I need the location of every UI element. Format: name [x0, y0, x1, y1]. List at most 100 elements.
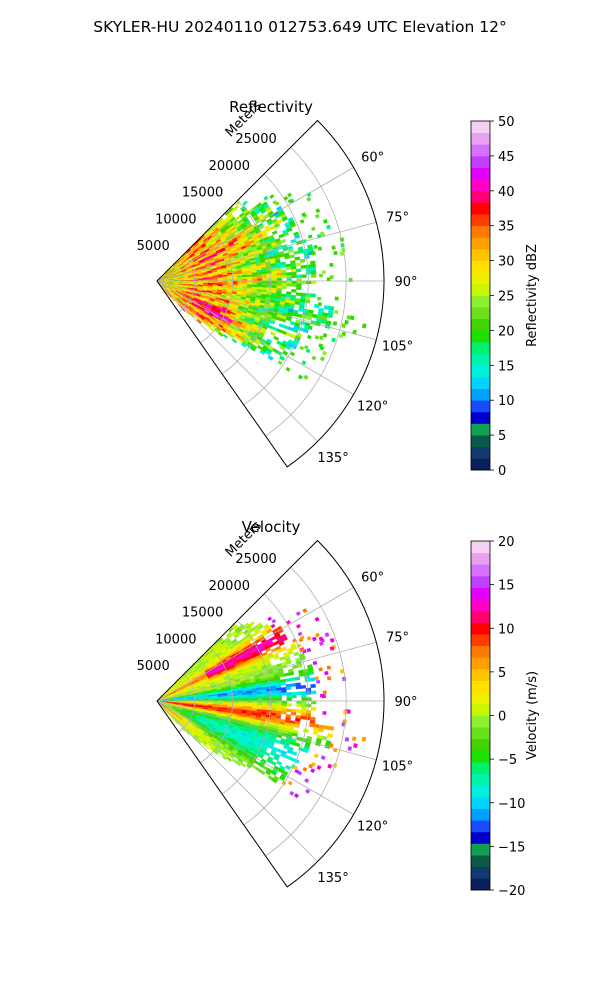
radar-speckle — [342, 676, 347, 682]
radar-speckle — [311, 636, 317, 642]
radar-speckle — [277, 360, 283, 365]
radar-cell — [301, 703, 307, 708]
radar-cell — [310, 707, 317, 711]
radar-speckle — [326, 676, 332, 681]
radar-cell — [310, 267, 317, 272]
radial-tick-label: 25000 — [235, 552, 276, 567]
theta-tick-label: 60° — [361, 571, 384, 586]
radar-speckle — [302, 766, 308, 772]
radar-speckle — [339, 251, 345, 256]
panel-title: Velocity — [242, 518, 301, 536]
colorbar-tick-label: 25 — [498, 290, 515, 305]
radar-cell — [305, 690, 312, 695]
radar-cell — [269, 331, 276, 337]
colorbar-segment — [471, 318, 490, 331]
radar-cell — [271, 273, 277, 277]
radar-cell — [278, 355, 286, 362]
colorbar-segment — [471, 458, 490, 471]
radar-cell — [281, 703, 287, 707]
radar-cell — [276, 695, 282, 699]
colorbar-segment — [471, 167, 490, 180]
colorbar-tick-label: 50 — [498, 115, 515, 130]
radar-cell — [293, 250, 300, 255]
radar-cell — [301, 706, 307, 711]
colorbar-segment — [471, 446, 490, 459]
radar-speckle — [302, 608, 308, 614]
colorbar-segment — [471, 260, 490, 273]
radar-speckle — [315, 679, 321, 684]
radar-speckle — [343, 710, 348, 715]
radar-speckle — [306, 647, 312, 653]
radar-cell — [282, 231, 289, 237]
theta-tick-label: 120° — [357, 820, 388, 835]
radar-cell — [261, 278, 268, 281]
colorbar-segment — [471, 634, 490, 647]
radar-cell — [311, 273, 317, 278]
radar-cell — [251, 694, 258, 697]
radar-cell — [222, 333, 229, 339]
radar-cell — [266, 275, 273, 279]
radar-speckle — [321, 270, 326, 274]
colorbar-segment — [471, 330, 490, 343]
radar-speckle — [287, 780, 293, 786]
colorbar-segment — [471, 342, 490, 355]
theta-tick-label: 105° — [382, 339, 413, 354]
radar-speckle — [334, 296, 339, 301]
theta-tick-label: 75° — [386, 631, 409, 646]
radar-cell — [286, 227, 293, 233]
radar-cell — [296, 703, 302, 707]
radar-cell — [247, 696, 253, 700]
radar-cell — [242, 696, 248, 700]
radar-cell — [323, 305, 330, 310]
radar-cell — [252, 282, 258, 286]
radar-speckle — [331, 245, 336, 250]
radar-cell — [271, 703, 278, 706]
radar-cell — [251, 274, 258, 277]
radar-cell — [301, 274, 307, 278]
colorbar-segment — [471, 831, 490, 844]
radar-cell — [249, 621, 255, 627]
radar-cell — [305, 270, 312, 275]
radar-speckle — [285, 366, 291, 372]
radar-cell — [276, 692, 282, 696]
colorbar-tick-label: 35 — [498, 220, 515, 235]
radar-cell — [247, 276, 253, 280]
radar-cell — [271, 283, 278, 286]
colorbar-tick-label: 10 — [498, 622, 515, 637]
radar-speckle — [327, 763, 333, 769]
colorbar-segment — [471, 272, 490, 285]
radar-cell — [257, 696, 263, 699]
radar-cell — [276, 270, 282, 274]
radar-cell — [296, 313, 303, 319]
radar-cell — [271, 695, 278, 699]
radar-speckle — [329, 262, 334, 267]
colorbar-segment — [471, 820, 490, 833]
radar-cell — [291, 289, 297, 293]
colorbar-segment — [471, 762, 490, 775]
radar-speckle — [333, 250, 338, 256]
radar-cell — [300, 264, 307, 269]
radar-cell — [276, 698, 283, 701]
colorbar-segment — [471, 785, 490, 798]
radar-speckle — [311, 251, 316, 256]
colorbar-segment — [471, 575, 490, 588]
radar-speckle — [305, 348, 311, 354]
radar-cell — [323, 725, 330, 730]
radar-cell — [281, 692, 287, 696]
radar-cell — [286, 708, 292, 713]
radar-cell — [291, 271, 297, 276]
radar-cell — [276, 283, 282, 287]
colorbar-segment — [471, 435, 490, 448]
theta-tick-label: 90° — [394, 695, 417, 710]
radar-speckle — [326, 665, 332, 670]
theta-tick-label: 135° — [317, 871, 348, 886]
radar-cell — [271, 230, 278, 236]
radar-speckle — [315, 208, 321, 214]
radar-cell — [266, 278, 273, 281]
radar-speckle — [287, 192, 293, 198]
radar-speckle — [341, 323, 346, 329]
radar-speckle — [311, 355, 317, 361]
radar-cell — [261, 276, 268, 279]
radar-cell — [289, 222, 297, 228]
radar-cell — [311, 313, 318, 319]
